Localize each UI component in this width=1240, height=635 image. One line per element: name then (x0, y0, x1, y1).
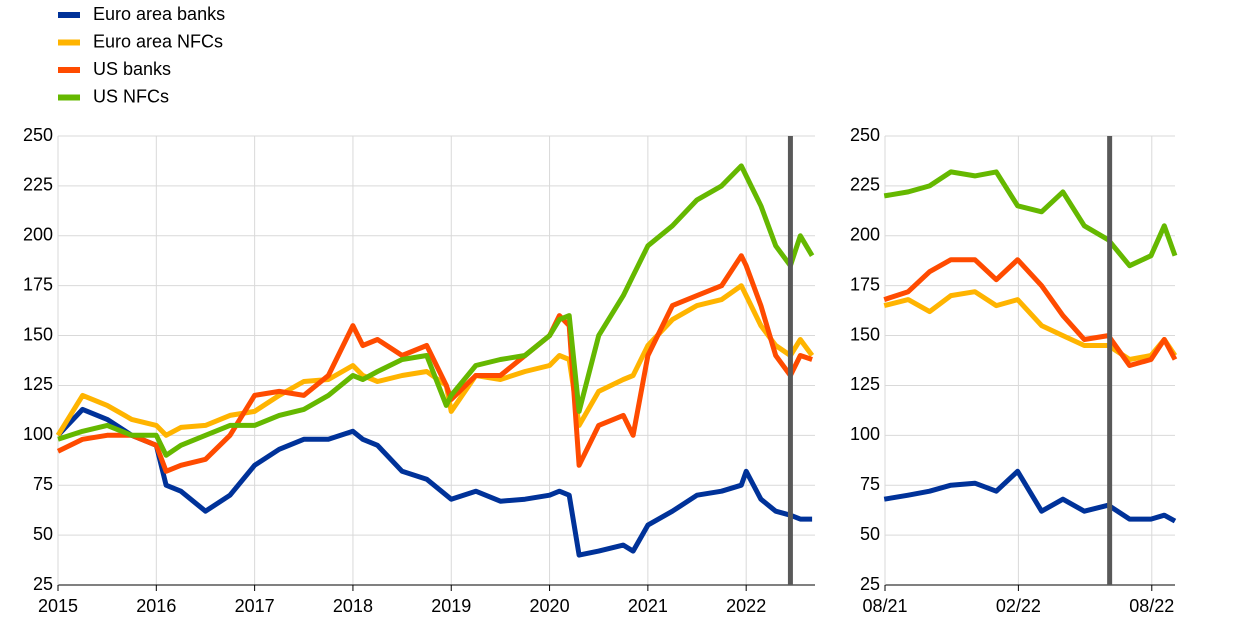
x-tick-label: 08/21 (862, 596, 907, 616)
series-line (57, 163, 815, 458)
y-tick-label: 25 (860, 574, 880, 594)
legend-label: US NFCs (93, 86, 169, 106)
y-tick-label: 100 (850, 424, 880, 444)
y-tick-label: 200 (23, 225, 53, 245)
legend-label: Euro area NFCs (93, 31, 223, 51)
y-tick-label: 50 (33, 524, 53, 544)
x-tick-label: 2015 (38, 596, 78, 616)
y-tick-label: 25 (33, 574, 53, 594)
y-tick-label: 100 (23, 424, 53, 444)
x-tick-label: 2017 (235, 596, 275, 616)
series-line (56, 253, 813, 474)
x-tick-label: 2022 (726, 596, 766, 616)
y-tick-label: 200 (850, 225, 880, 245)
legend-label: US banks (93, 59, 171, 79)
y-tick-label: 175 (23, 274, 53, 294)
y-tick-label: 225 (850, 175, 880, 195)
y-tick-label: 125 (23, 374, 53, 394)
series-line (883, 289, 1178, 362)
y-tick-label: 150 (850, 324, 880, 344)
y-tick-label: 50 (860, 524, 880, 544)
x-tick-label: 2020 (530, 596, 570, 616)
y-tick-label: 125 (850, 374, 880, 394)
y-tick-label: 75 (33, 474, 53, 494)
series-line (883, 468, 1177, 524)
x-tick-label: 2016 (136, 596, 176, 616)
y-tick-label: 250 (850, 125, 880, 145)
series-line (883, 169, 1178, 269)
x-tick-label: 2018 (333, 596, 373, 616)
y-tick-label: 250 (23, 125, 53, 145)
x-tick-label: 08/22 (1129, 596, 1174, 616)
x-tick-label: 2021 (628, 596, 668, 616)
legend-label: Euro area banks (93, 4, 225, 24)
y-tick-label: 225 (23, 175, 53, 195)
x-tick-label: 2019 (431, 596, 471, 616)
x-tick-label: 02/22 (996, 596, 1041, 616)
y-tick-label: 175 (850, 274, 880, 294)
series-line (56, 406, 813, 558)
series-line (883, 257, 1178, 368)
y-tick-label: 75 (860, 474, 880, 494)
y-tick-label: 150 (23, 324, 53, 344)
